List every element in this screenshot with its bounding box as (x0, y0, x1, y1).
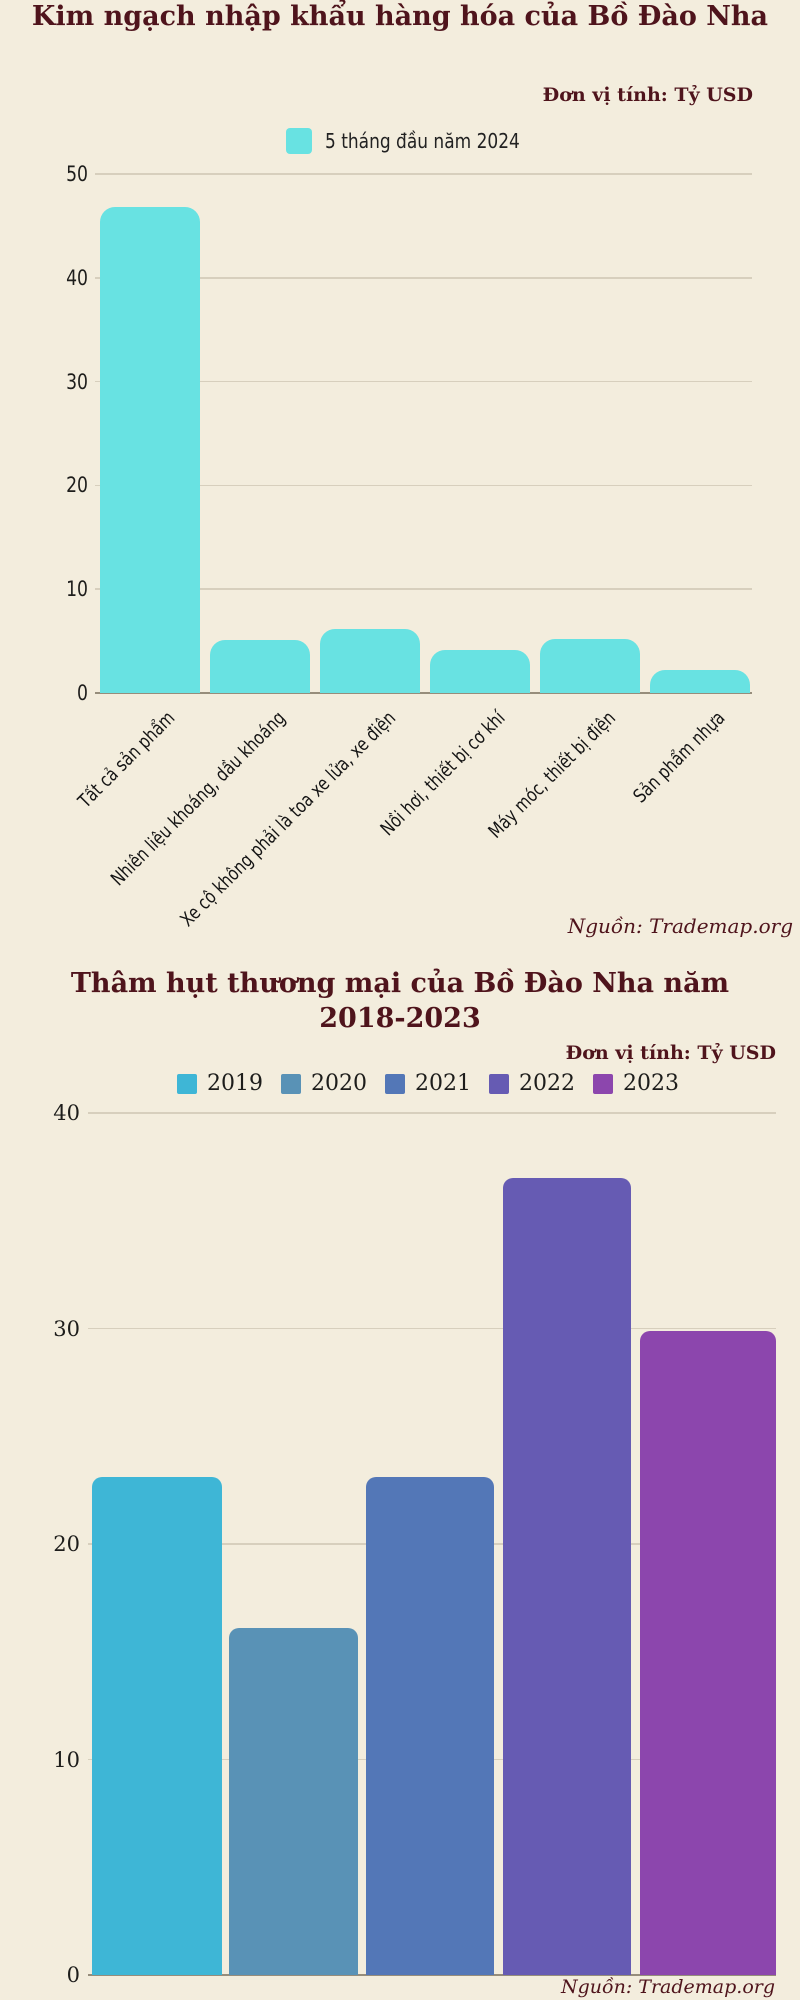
bar (640, 1330, 776, 1975)
y-tick-label: 0 (66, 1963, 80, 1987)
bar (430, 650, 530, 693)
x-category-label-text: Xe cộ không phải là toa xe lửa, xe điện (175, 707, 400, 932)
bar (540, 639, 640, 693)
chart2-legend: 2019 2020 2021 2022 2023 (56, 1072, 800, 1096)
bar (503, 1177, 631, 1975)
chart2-title-line1: Thâm hụt thương mại của Bồ Đào Nha năm (70, 968, 730, 999)
y-tick-label: 0 (77, 681, 88, 705)
legend-label: 2021 (415, 1071, 471, 1096)
x-category-label-text: Tất cả sản phẩm (74, 707, 180, 813)
legend-swatch (281, 1074, 301, 1094)
chart1-plot-area: 50 40 30 20 10 0 Tất cả sản phẩm Nhiên liệu kho… (0, 0, 800, 960)
y-tick-label: 40 (66, 265, 88, 290)
y-tick-label: 20 (66, 473, 88, 498)
chart1-title: Kim ngạch nhập khẩu hàng hóa của Bồ Đào … (31, 1, 769, 32)
bar (100, 207, 200, 693)
legend-label: 2023 (623, 1071, 679, 1096)
y-tick-label: 30 (53, 1316, 80, 1341)
legend-item: 2023 (593, 1072, 679, 1096)
x-category-label-text: Sản phẩm nhựa (629, 707, 730, 808)
chart2-title: Thâm hụt thương mại của Bồ Đào Nha năm 2… (0, 966, 800, 1036)
bar (320, 628, 420, 693)
chart1-legend-swatch (285, 128, 312, 154)
chart2-source-credit: Nguồn: Trademap.org (560, 1976, 775, 1998)
bar (650, 670, 750, 693)
legend-swatch (177, 1074, 197, 1094)
gridline (95, 277, 752, 279)
bar (366, 1477, 494, 1975)
gridline (88, 1112, 776, 1114)
legend-item: 2022 (489, 1072, 575, 1096)
chart1-unit-label: Đơn vị tính: Tỷ USD (542, 84, 753, 106)
gridline (88, 1974, 776, 1976)
chart2-plot-area: 40 30 20 10 0 (0, 960, 800, 2000)
legend-item: 2019 (177, 1072, 263, 1096)
bar (92, 1477, 222, 1975)
chart1-source-credit: Nguồn: Trademap.org (567, 914, 793, 938)
legend-label: 2020 (311, 1071, 367, 1096)
x-category-label-text: Nhiên liệu khoáng, dầu khoáng (106, 707, 290, 891)
chart2-title-line2: 2018-2023 (319, 1003, 481, 1034)
legend-label: 2022 (519, 1071, 575, 1096)
gridline (95, 692, 752, 694)
legend-item: 2021 (385, 1072, 471, 1096)
gridline (95, 484, 752, 487)
bar (210, 640, 310, 693)
legend-swatch (593, 1074, 613, 1094)
legend-item: 2020 (281, 1072, 367, 1096)
chart1-legend: 5 tháng đầu năm 2024 (40, 128, 800, 154)
y-tick-label: 10 (66, 577, 88, 602)
x-category-label: Sản phẩm nhựa (608, 707, 730, 829)
x-category-label: Tất cả sản phẩm (52, 707, 180, 835)
chart2-unit-label: Đơn vị tính: Tỷ USD (565, 1042, 776, 1064)
x-category-label: Nhiên liệu khoáng, dầu khoáng (64, 707, 289, 932)
gridline (95, 173, 752, 175)
y-tick-label: 20 (53, 1532, 80, 1556)
y-tick-label: 10 (53, 1747, 80, 1772)
chart1-legend-label: 5 tháng đầu năm 2024 (324, 129, 520, 153)
legend-swatch (489, 1074, 509, 1094)
legend-label: 2019 (207, 1071, 263, 1096)
legend-swatch (385, 1074, 405, 1094)
gridline (95, 588, 752, 590)
y-tick-label: 30 (66, 369, 88, 394)
y-tick-label: 40 (53, 1101, 80, 1125)
bar (229, 1628, 358, 1975)
gridline (88, 1327, 776, 1330)
y-tick-label: 50 (66, 162, 88, 186)
gridline (95, 380, 752, 383)
